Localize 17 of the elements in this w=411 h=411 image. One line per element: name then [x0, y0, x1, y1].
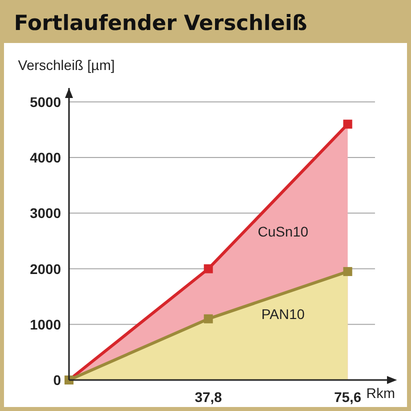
point: [343, 120, 352, 129]
point: [204, 264, 213, 274]
x-tick-label: 75,6: [334, 389, 362, 405]
point: [204, 314, 213, 324]
x-tick-label: 37,8: [194, 389, 222, 405]
y-tick-label: 0: [53, 372, 62, 388]
y-axis-title: Verschleiß [µm]: [18, 57, 115, 73]
x-axis-title: Rkm: [366, 385, 395, 401]
y-tick-label: 4000: [30, 150, 62, 166]
chart-title: Fortlaufender Verschleiß: [14, 11, 308, 35]
series-label: CuSn10: [258, 223, 309, 240]
y-tick-label: 3000: [30, 205, 62, 222]
series-label: PAN10: [261, 306, 305, 322]
y-tick-label: 2000: [30, 260, 62, 277]
y-tick-label: 1000: [30, 316, 62, 332]
point: [343, 267, 352, 276]
y-tick-label: 5000: [30, 94, 62, 110]
